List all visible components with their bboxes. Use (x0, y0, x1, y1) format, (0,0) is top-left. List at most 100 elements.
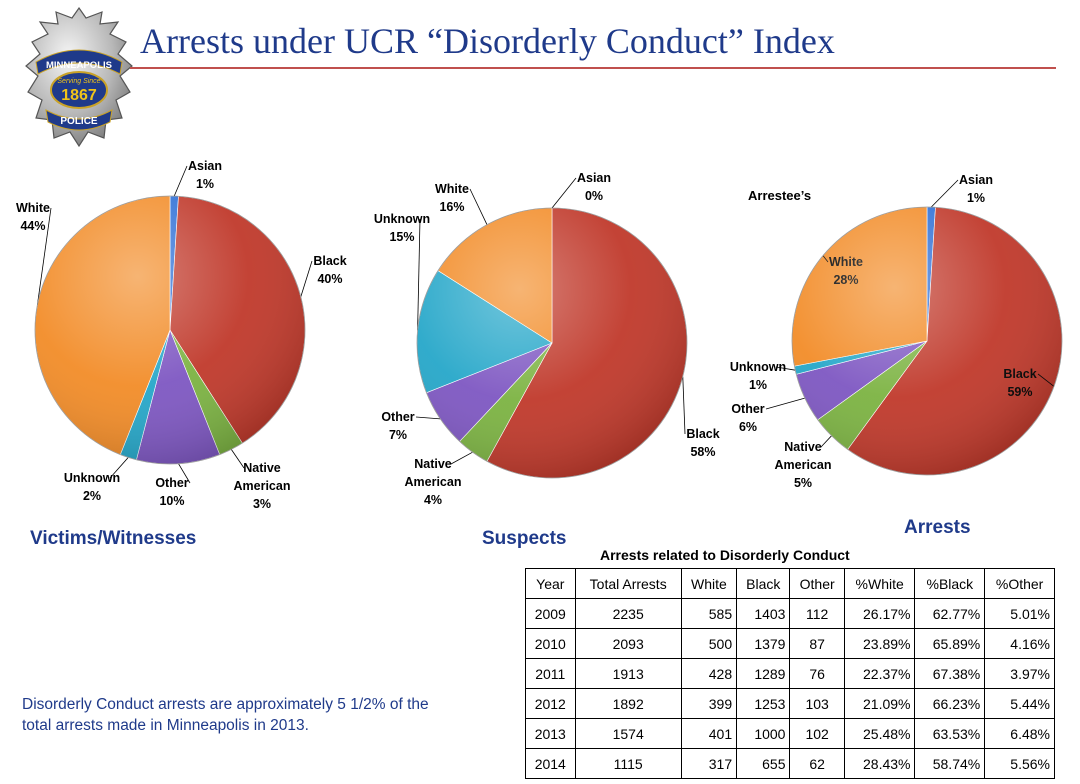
arrests-label-unknown: Unknown 1% (730, 360, 786, 392)
table-cell: 2011 (525, 658, 576, 689)
column-header: %Black (914, 568, 986, 599)
victims-leader-white (37, 207, 52, 305)
suspects-leader-black (682, 376, 686, 435)
table-cell: 87 (789, 628, 845, 659)
victims-pie-shine (34, 195, 306, 465)
table-cell: 5.44% (984, 688, 1055, 719)
table-cell: 4.16% (984, 628, 1055, 659)
table-title: Arrests related to Disorderly Conduct (600, 547, 850, 563)
suspects-label-white: White 16% (435, 182, 469, 214)
victims-label-asian: Asian 1% (188, 159, 222, 191)
table-cell: 399 (680, 688, 738, 719)
table-cell: 1000 (736, 718, 791, 749)
arrests-table: Year Total Arrests White Black Other %Wh… (525, 568, 1055, 779)
title-divider (130, 67, 1056, 69)
table-cell: 428 (680, 658, 738, 689)
table-cell: 1115 (574, 748, 682, 779)
table-cell: 2014 (525, 748, 576, 779)
table-cell: 58.74% (914, 748, 986, 779)
victims-section-label: Victims/Witnesses (30, 528, 197, 549)
suspects-leader-unknown (417, 218, 421, 331)
table-cell: 5.56% (984, 748, 1055, 779)
column-header: Black (736, 568, 791, 599)
table-cell: 401 (680, 718, 738, 749)
arrests-leader-asian (930, 179, 959, 208)
footnote-text: Disorderly Conduct arrests are approxima… (22, 696, 429, 734)
table-cell: 112 (789, 598, 845, 629)
badge-top-text: MINNEAPOLIS (46, 60, 112, 71)
table-cell: 1253 (736, 688, 791, 719)
column-header: Year (525, 568, 576, 599)
table-row: 2009 2235 585 1403 112 26.17% 62.77% 5.0… (525, 598, 1055, 629)
column-header: White (680, 568, 738, 599)
victims-label-white: White 44% (16, 201, 50, 233)
arrests-label-asian: Asian 1% (959, 173, 993, 205)
table-cell: 2235 (574, 598, 682, 629)
pie-charts: Arrestee’s Asian 1% Black 40% Native American… (16, 159, 1063, 511)
suspects-leader-other (415, 416, 441, 420)
badge-middle-text: Serving Since (57, 78, 100, 85)
table-cell: 21.09% (843, 688, 916, 719)
arrests-leader-other (765, 397, 805, 410)
arrests-leader-native-american (820, 435, 832, 448)
suspects-label-asian: Asian 0% (577, 171, 611, 203)
arrests-section-label: Arrests (904, 517, 971, 538)
table-cell: 28.43% (843, 748, 916, 779)
table-cell: 76 (789, 658, 845, 689)
victims-leader-unknown (109, 457, 129, 479)
table-cell: 1913 (574, 658, 682, 689)
table-cell: 22.37% (843, 658, 916, 689)
table-cell: 1403 (736, 598, 791, 629)
victims-leader-native-american (230, 449, 245, 469)
table-cell: 103 (789, 688, 845, 719)
table-row: 2010 2093 500 1379 87 23.89% 65.89% 4.16… (525, 628, 1055, 659)
table-cell: 1574 (574, 718, 682, 749)
suspects-leader-asian (551, 177, 577, 209)
table-cell: 1289 (736, 658, 791, 689)
table-cell: 2012 (525, 688, 576, 719)
victims-label-native-american: Native American 3% (234, 461, 291, 511)
arrests-pie-shine (791, 206, 1063, 476)
suspects-leader-white (469, 188, 488, 225)
arrests-pie-title: Arrestee’s (748, 188, 811, 203)
table-cell: 62 (789, 748, 845, 779)
arrests-leader-unknown (775, 366, 796, 371)
table-cell: 585 (680, 598, 738, 629)
suspects-label-black: Black 58% (686, 427, 719, 459)
badge-bottom-banner (45, 109, 113, 131)
arrests-label-native-american: Native American 5% (775, 440, 832, 490)
table-cell: 2010 (525, 628, 576, 659)
suspects-label-native-american: Native American 4% (405, 457, 462, 507)
table-cell: 500 (680, 628, 738, 659)
column-header: Other (789, 568, 845, 599)
table-cell: 6.48% (984, 718, 1055, 749)
table-cell: 317 (680, 748, 738, 779)
table-cell: 62.77% (914, 598, 986, 629)
victims-leader-other (178, 463, 191, 484)
victims-leader-asian (173, 165, 188, 197)
table-cell: 2009 (525, 598, 576, 629)
table-cell: 23.89% (843, 628, 916, 659)
badge-year: 1867 (61, 87, 97, 104)
suspects-pie-shine (416, 207, 688, 479)
table-cell: 1379 (736, 628, 791, 659)
page-title: Arrests under UCR “Disorderly Conduct” I… (140, 21, 835, 61)
table-row: 2014 1115 317 655 62 28.43% 58.74% 5.56% (525, 748, 1055, 779)
victims-leader-black (300, 260, 313, 297)
table-header-row: Year Total Arrests White Black Other %Wh… (525, 568, 1055, 599)
table-cell: 5.01% (984, 598, 1055, 629)
suspects-section-label: Suspects (482, 528, 567, 549)
column-header: %Other (984, 568, 1055, 599)
table-row: 2012 1892 399 1253 103 21.09% 66.23% 5.4… (525, 688, 1055, 719)
table-cell: 66.23% (914, 688, 986, 719)
badge-center-medallion (50, 71, 108, 109)
victims-label-unknown: Unknown 2% (64, 471, 120, 503)
table-cell: 63.53% (914, 718, 986, 749)
table-cell: 102 (789, 718, 845, 749)
table-cell: 26.17% (843, 598, 916, 629)
table-cell: 2013 (525, 718, 576, 749)
table-cell: 65.89% (914, 628, 986, 659)
victims-label-black: Black 40% (313, 254, 346, 286)
arrests-label-other: Other 6% (731, 402, 764, 434)
table-cell: 25.48% (843, 718, 916, 749)
